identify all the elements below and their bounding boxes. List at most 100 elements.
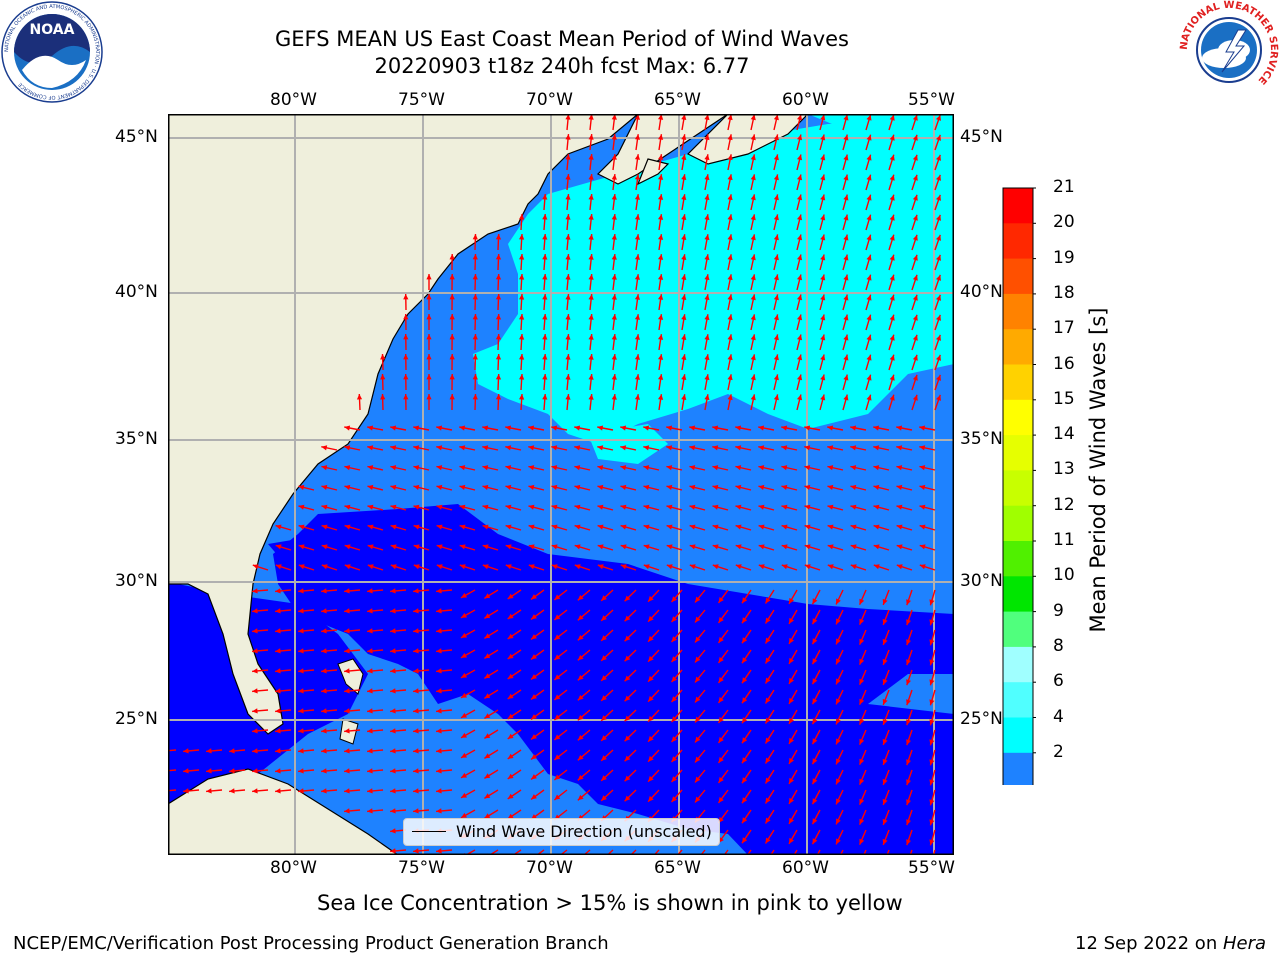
wave-direction-arrowhead: [344, 524, 351, 530]
colorbar-segment: [1003, 293, 1033, 330]
wave-direction-arrowhead: [797, 254, 803, 261]
wave-direction-arrowhead: [634, 154, 640, 160]
wave-direction-arrowhead: [367, 768, 373, 774]
wave-direction-arrowhead: [666, 484, 673, 490]
wave-direction-arrowhead: [695, 656, 701, 663]
wave-direction-arrowhead: [461, 772, 467, 778]
lat-tick-label: 35°N: [115, 429, 158, 449]
wave-direction-arrowhead: [704, 214, 710, 221]
wave-direction-arrowhead: [436, 484, 443, 490]
wave-direction-arrowhead: [727, 294, 733, 301]
wave-direction-arrowhead: [321, 588, 327, 594]
wave-direction-arrowhead: [643, 425, 650, 431]
wave-direction-arrowhead: [321, 524, 328, 530]
wave-direction-arrowhead: [727, 134, 733, 141]
wave-direction-arrowhead: [906, 639, 911, 646]
lat-tick-label: 30°N: [960, 571, 1003, 591]
wave-direction-arrowhead: [551, 544, 558, 550]
wave-direction-arrowhead: [695, 596, 701, 603]
colorbar-tick-label: 9: [1053, 600, 1064, 621]
wave-direction-arrow: [770, 849, 775, 855]
wave-direction-arrowhead: [742, 797, 748, 804]
wave-direction-arrowhead: [482, 484, 489, 490]
wave-direction-arrowhead: [765, 697, 771, 704]
wave-direction-arrowhead: [718, 757, 724, 763]
wave-direction-arrowhead: [449, 394, 455, 400]
wave-direction-arrowhead: [843, 354, 849, 361]
colorbar-segment: [1003, 717, 1033, 754]
wave-direction-arrowhead: [528, 425, 535, 431]
wave-direction-arrowhead: [275, 648, 281, 654]
wave-direction-arrowhead: [542, 214, 548, 220]
wave-direction-arrowhead: [601, 735, 607, 741]
wave-direction-arrowhead: [666, 425, 673, 431]
wave-direction-arrowhead: [484, 733, 491, 739]
wave-direction-arrowhead: [528, 504, 535, 510]
wave-direction-arrowhead: [742, 637, 748, 644]
wave-direction-arrowhead: [929, 799, 935, 806]
wave-direction-arrowhead: [718, 637, 724, 643]
wave-direction-arrowhead: [750, 334, 756, 341]
wave-direction-arrowhead: [436, 628, 442, 634]
wave-direction-arrowhead: [797, 174, 803, 181]
wave-direction-arrowhead: [695, 736, 701, 743]
wave-direction-arrowhead: [906, 739, 911, 746]
wave-direction-arrowhead: [436, 708, 442, 714]
wave-direction-arrowhead: [611, 174, 617, 180]
wave-direction-arrowhead: [344, 484, 351, 490]
wave-direction-arrowhead: [426, 314, 432, 320]
wave-direction-arrowhead: [519, 394, 525, 400]
wave-direction-arrowhead: [797, 134, 803, 141]
wave-direction-arrowhead: [671, 596, 677, 603]
wave-direction-arrowhead: [528, 544, 535, 550]
wave-direction-arrowhead: [912, 194, 918, 201]
wave-direction-arrowhead: [413, 608, 419, 614]
wave-direction-arrowhead: [750, 294, 756, 301]
wave-direction-arrowhead: [866, 234, 872, 241]
wave-direction-arrowhead: [929, 599, 935, 606]
lon-tick-label: 60°W: [782, 858, 829, 878]
wave-direction-arrowhead: [882, 738, 888, 745]
wave-direction-arrowhead: [936, 234, 941, 241]
wave-direction-arrowhead: [843, 294, 849, 301]
wave-direction-arrowhead: [804, 465, 811, 471]
wave-direction-arrowhead: [827, 524, 834, 530]
wave-direction-arrowhead: [624, 635, 631, 642]
wave-direction-arrowhead: [565, 374, 571, 380]
wave-direction-arrowhead: [936, 354, 941, 361]
wave-direction-arrowhead: [781, 484, 788, 490]
wave-direction-arrowhead: [765, 797, 771, 804]
wave-direction-arrowhead: [827, 564, 834, 570]
wave-direction-arrow: [676, 849, 683, 855]
wave-direction-arrowhead: [472, 374, 478, 380]
wave-direction-arrowhead: [718, 677, 724, 683]
wave-direction-arrowhead: [735, 524, 742, 530]
wave-direction-arrowhead: [906, 659, 911, 666]
wave-direction-arrowhead: [671, 676, 677, 683]
wave-direction-arrowhead: [390, 524, 397, 530]
wave-direction-arrowhead: [298, 564, 305, 570]
wave-direction-arrowhead: [750, 234, 756, 241]
wave-direction-arrowhead: [528, 465, 535, 471]
wave-direction-arrowhead: [495, 274, 502, 280]
colorbar-tick-label: 6: [1053, 671, 1064, 692]
wave-direction-arrowhead: [531, 614, 537, 620]
footer-date-text: 12 Sep 2022 on: [1075, 933, 1223, 954]
legend-label: Wind Wave Direction (unscaled): [456, 822, 712, 841]
wave-direction-arrowhead: [344, 668, 350, 674]
wave-direction-arrowhead: [820, 374, 826, 381]
colorbar-tick-label: 14: [1053, 424, 1075, 445]
wave-direction-arrowhead: [658, 314, 664, 320]
wave-direction-arrowhead: [827, 544, 834, 550]
wave-direction-arrowhead: [666, 524, 673, 530]
wave-direction-arrowhead: [671, 656, 677, 663]
wave-direction-arrowhead: [565, 234, 571, 240]
wave-direction-arrowhead: [773, 234, 779, 241]
wave-direction-arrowhead: [889, 154, 895, 161]
wave-direction-arrowhead: [648, 735, 654, 742]
wave-direction-arrowhead: [551, 425, 558, 431]
wave-direction-arrowhead: [919, 504, 926, 510]
wave-direction-arrowhead: [936, 174, 941, 181]
wave-direction-arrowhead: [252, 728, 258, 734]
wave-direction-arrowhead: [390, 688, 396, 694]
